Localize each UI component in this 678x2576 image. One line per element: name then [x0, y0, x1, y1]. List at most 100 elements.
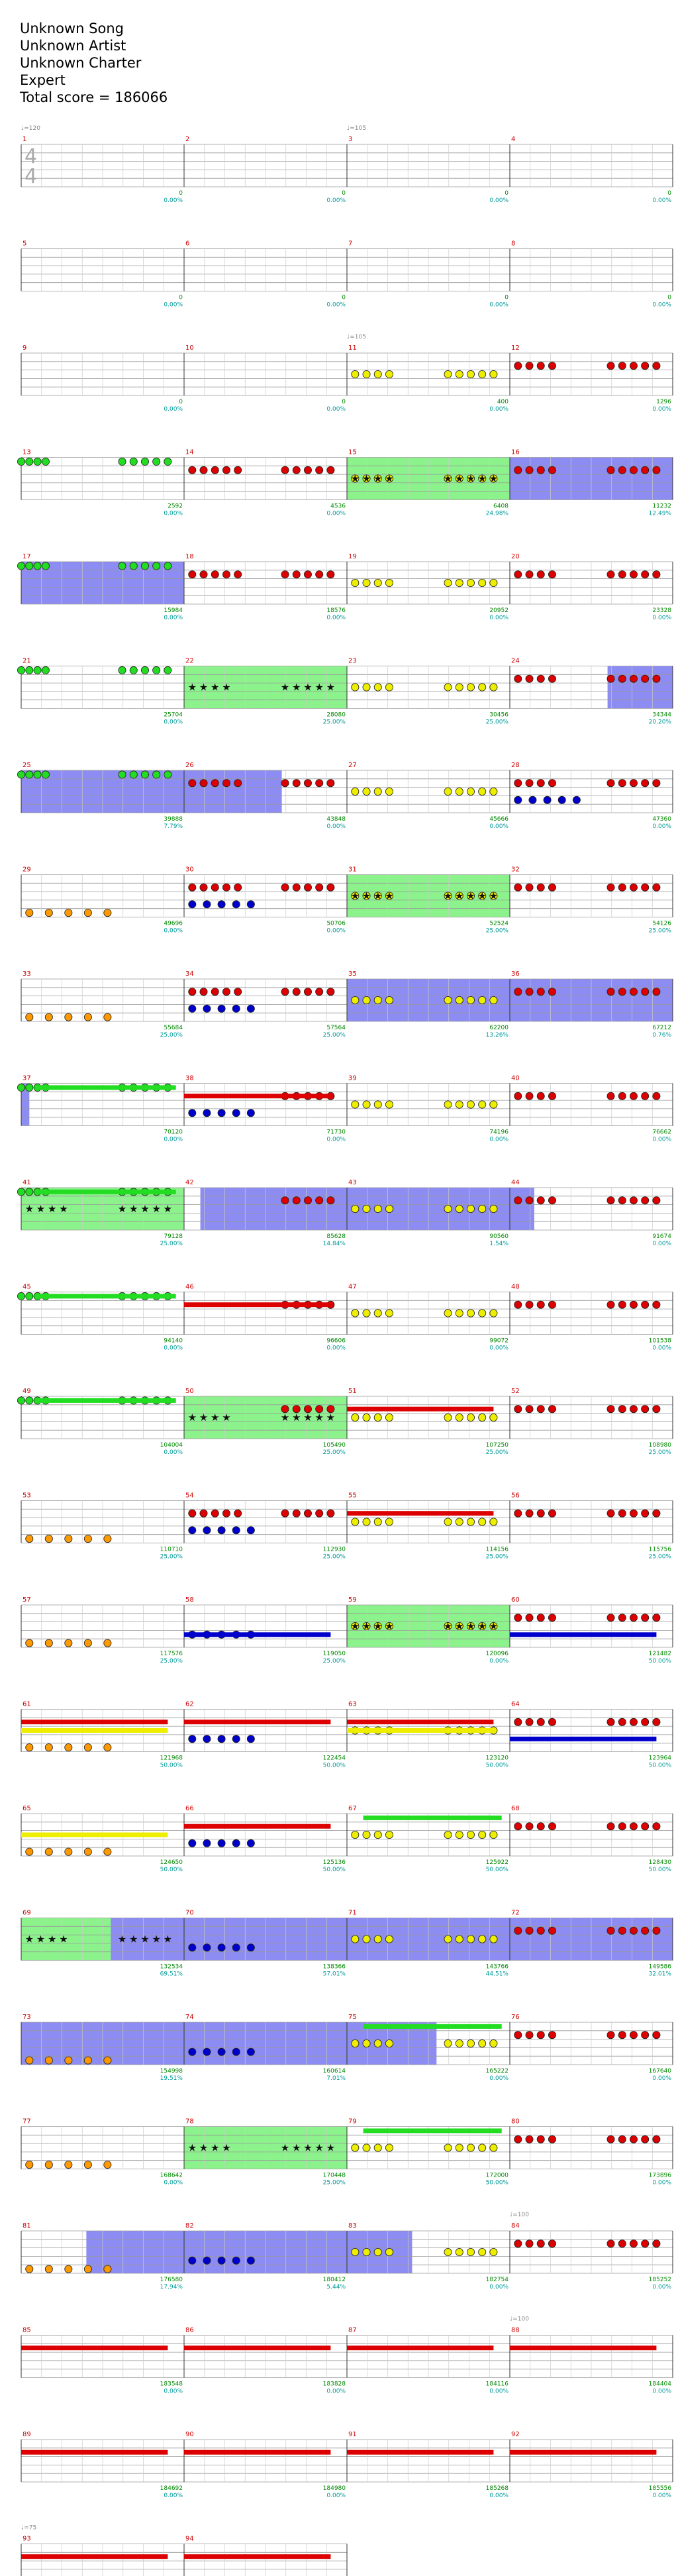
measure-score: 45666: [489, 816, 508, 823]
measure-score: 15984: [164, 607, 183, 614]
note: [17, 562, 25, 570]
note: [618, 1509, 626, 1518]
measure-number: 33: [23, 970, 31, 978]
note: [351, 1830, 360, 1839]
note: [25, 1188, 34, 1196]
note: [351, 788, 360, 796]
note: [489, 1518, 498, 1526]
measure-percent: 0.00%: [326, 511, 346, 517]
measure: [21, 1813, 185, 1857]
note: [25, 2161, 34, 2169]
measure-percent: 0.00%: [489, 1345, 508, 1352]
measure-score: 184692: [160, 2485, 183, 2492]
note: [64, 1535, 73, 1543]
note: [618, 2240, 626, 2248]
sustain-bar: [37, 1189, 176, 1194]
note: [466, 2143, 475, 2152]
star-note: ★: [489, 890, 498, 902]
note: [211, 779, 219, 788]
tempo-marker: ♩=75: [21, 2525, 36, 2532]
measure: [509, 1709, 673, 1752]
note: [246, 1109, 255, 1117]
measure-percent: 7.01%: [326, 2075, 346, 2082]
measure-percent: 0.00%: [164, 2389, 183, 2395]
star-note: ★: [199, 682, 208, 694]
note: [188, 883, 197, 892]
note: [536, 362, 545, 370]
measure-percent: 20.20%: [649, 719, 672, 726]
note: [351, 370, 360, 379]
measure-score: 143766: [486, 1964, 509, 1971]
star-note: ★: [351, 1620, 360, 1632]
note: [536, 1614, 545, 1622]
note: [385, 1413, 393, 1421]
note: [44, 1013, 53, 1021]
measure-score: 79128: [164, 1233, 183, 1240]
note: [525, 570, 534, 579]
note: [652, 2240, 661, 2248]
measure: [346, 2230, 510, 2274]
star-note: ★: [292, 1412, 301, 1423]
note: [525, 2031, 534, 2039]
note: [292, 779, 301, 788]
star-note: ★: [489, 1620, 498, 1632]
note: [33, 666, 42, 674]
measure-score: 149586: [649, 1964, 672, 1971]
measure-percent: 7.79%: [164, 823, 183, 830]
note: [83, 2056, 92, 2065]
note: [362, 1413, 371, 1421]
star-note: ★: [303, 682, 312, 694]
note: [246, 1526, 255, 1535]
note: [211, 883, 219, 892]
note: [246, 1839, 255, 1847]
note: [606, 988, 615, 996]
measure-score: 0: [342, 295, 346, 301]
note: [292, 466, 301, 474]
star-note: ★: [188, 682, 197, 694]
star-note: ★: [129, 1933, 138, 1945]
measure: [509, 1813, 673, 1857]
star-note: ★: [362, 1620, 371, 1632]
measure-number: 36: [511, 970, 520, 978]
measure-number: 35: [348, 970, 357, 978]
note: [118, 770, 126, 779]
note: [351, 2247, 360, 2256]
note: [618, 1196, 626, 1205]
note: [514, 988, 522, 996]
note: [466, 1935, 475, 1943]
measure-percent: 25.00%: [649, 1449, 672, 1456]
note: [606, 1092, 615, 1100]
note: [326, 570, 335, 579]
measure: [21, 2022, 185, 2065]
note: [525, 1509, 534, 1518]
measure-percent: 19.51%: [160, 2075, 183, 2082]
note: [373, 474, 382, 483]
measure-number: 81: [23, 2222, 31, 2230]
note: [455, 1413, 463, 1421]
note: [326, 988, 335, 996]
measure: [509, 666, 673, 709]
measure-percent: 0.00%: [489, 2284, 508, 2291]
note: [362, 1100, 371, 1109]
measure: [509, 561, 673, 605]
note: [385, 1622, 393, 1630]
note: [373, 1100, 382, 1109]
note: [25, 1013, 34, 1021]
note: [246, 2256, 255, 2265]
measure-percent: 0.00%: [652, 1345, 671, 1352]
measure-percent: 0.00%: [489, 2389, 508, 2395]
note: [188, 1109, 197, 1117]
measure: [509, 874, 673, 917]
measure: [183, 874, 348, 917]
song-title: Unknown Song: [20, 21, 124, 36]
measure-percent: 50.00%: [649, 1763, 672, 1769]
note: [199, 988, 208, 996]
note: [315, 570, 324, 579]
note: [548, 1509, 556, 1518]
star-note: ★: [292, 2142, 301, 2154]
star-note: ★: [164, 1203, 172, 1215]
measure-percent: 0.00%: [652, 2389, 671, 2395]
star-note: ★: [222, 1412, 230, 1423]
star-note: ★: [466, 473, 475, 485]
note: [444, 892, 452, 900]
